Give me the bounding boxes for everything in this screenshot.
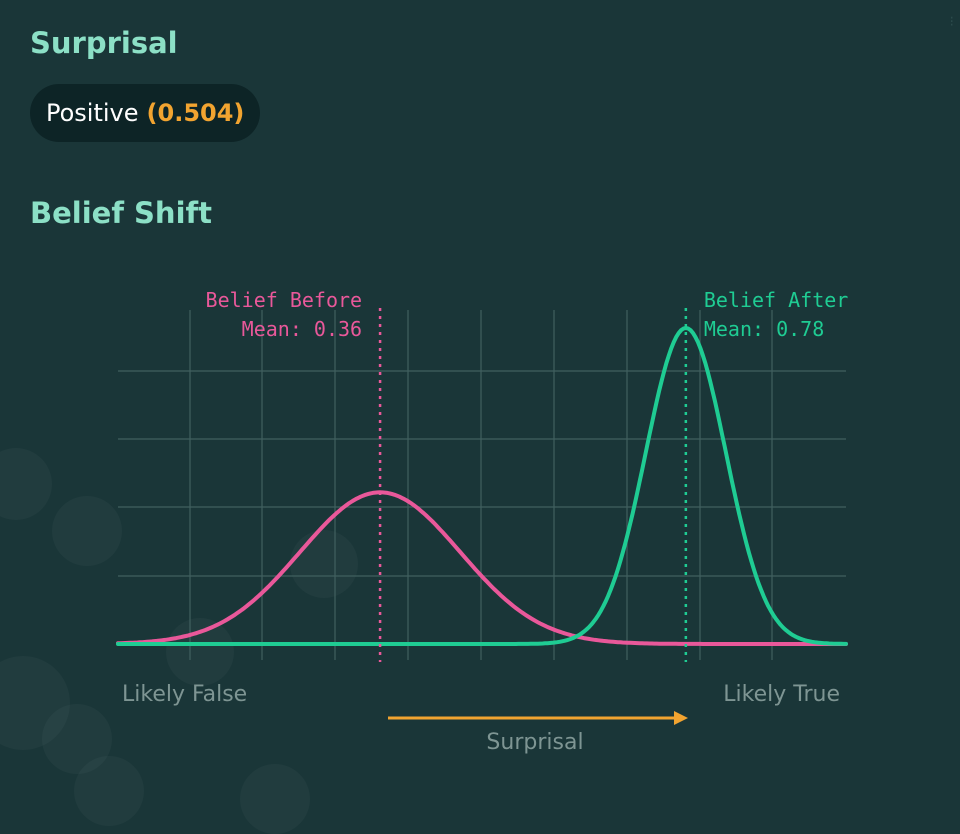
series-mean-label: Mean: 0.36 [242,317,362,341]
surprisal-arrow-head [674,711,688,725]
series-curve-after [116,326,848,646]
surprisal-title: Surprisal [30,26,178,60]
series-name-label: Belief After [704,288,849,312]
x-axis-max-label: Likely True [723,682,840,707]
belief-shift-title: Belief Shift [30,196,212,230]
corner-decoration: ⁝ [949,14,954,30]
surprisal-label: Positive [46,99,139,127]
series-name-label: Belief Before [206,288,363,312]
surprisal-axis-label: Surprisal [486,730,583,755]
series-curve-before [116,490,848,646]
mean-lines [378,308,688,662]
belief-shift-chart: Belief Before Mean: 0.36 Belief After Mean:… [116,288,849,755]
series-labels: Belief Before Mean: 0.36 Belief After Mean:… [206,288,849,341]
series-mean-label: Mean: 0.78 [704,317,824,341]
distribution-curves [116,326,848,646]
surprisal-value: (0.504) [146,99,245,127]
surprisal-badge: Positive (0.504) [30,84,261,142]
chart-grid [118,310,846,660]
x-axis-min-label: Likely False [122,682,247,707]
